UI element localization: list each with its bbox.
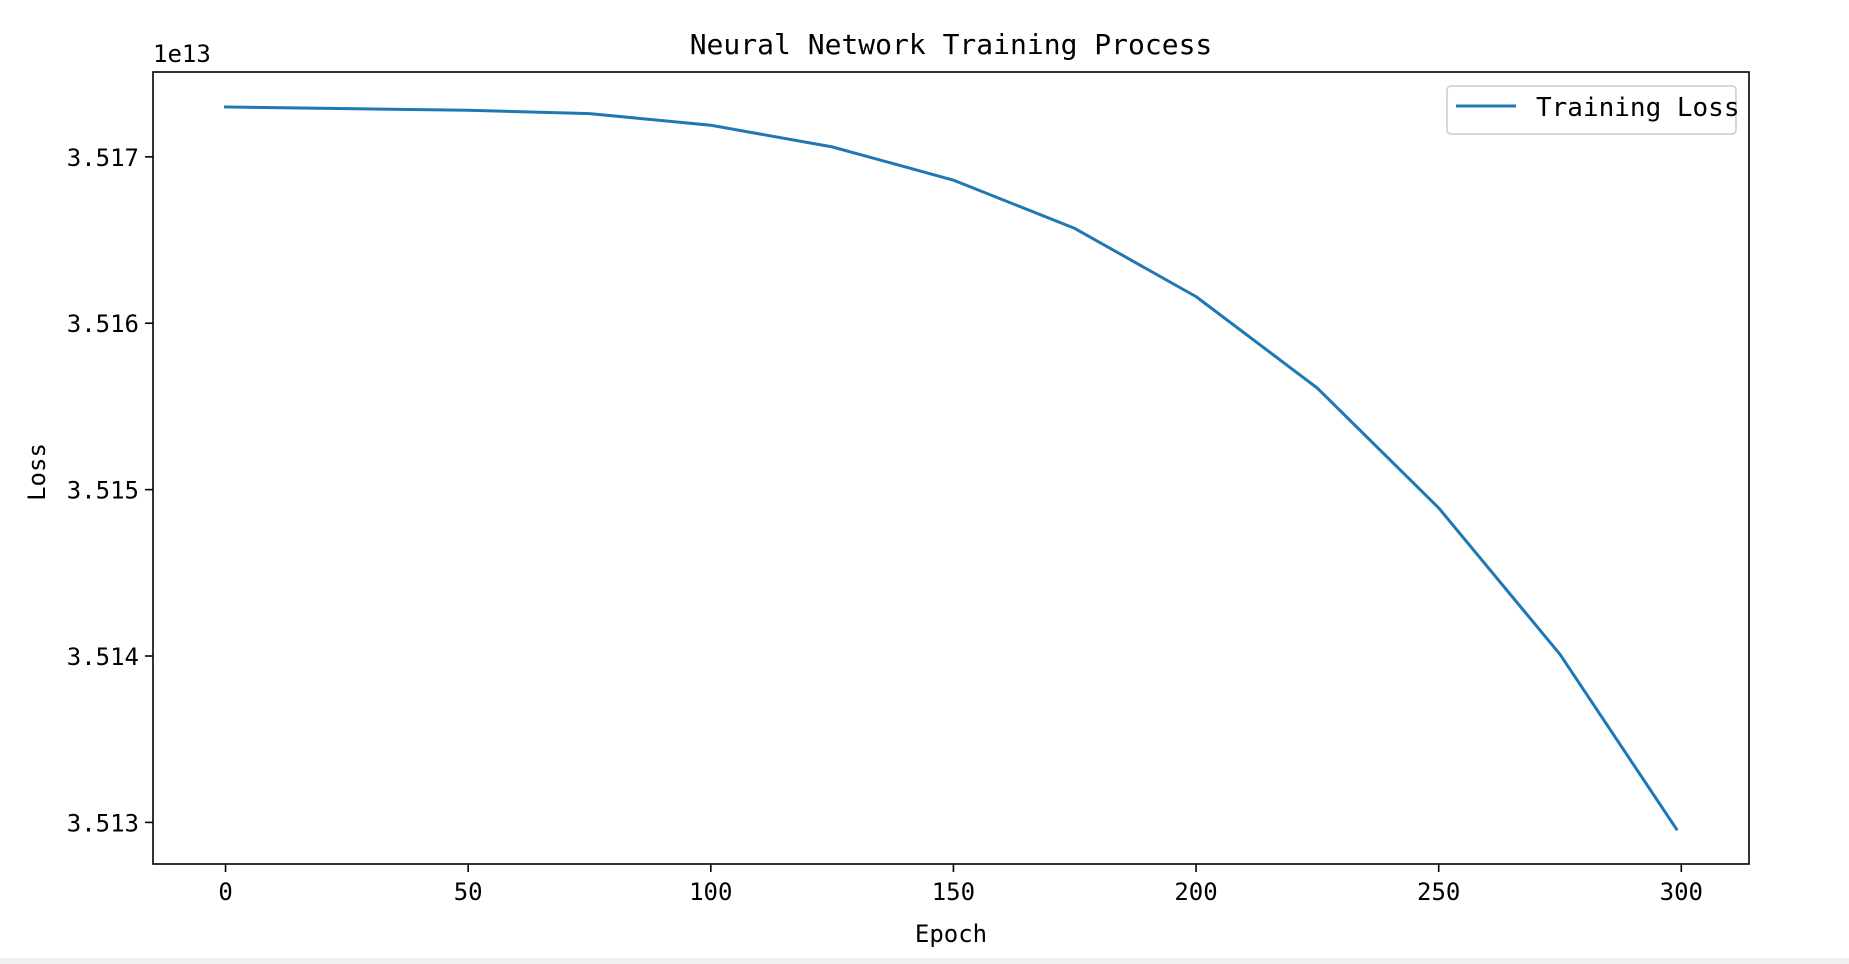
y-tick-label: 3.516 [67, 310, 139, 338]
legend: Training Loss [1446, 85, 1740, 135]
legend-label-training-loss: Training Loss [1536, 93, 1740, 123]
x-tick-label: 50 [454, 878, 483, 906]
x-tick-label: 200 [1174, 878, 1217, 906]
x-tick-label: 0 [218, 878, 232, 906]
plot-area-frame [152, 71, 1750, 865]
x-tick-label: 250 [1417, 878, 1460, 906]
x-tick-label: 100 [689, 878, 732, 906]
y-tick-label: 3.515 [67, 477, 139, 505]
y-axis-offset-label: 1e13 [153, 40, 211, 68]
y-tick-label: 3.513 [67, 809, 139, 837]
chart-title: Neural Network Training Process [690, 28, 1213, 61]
x-tick-label: 150 [932, 878, 975, 906]
y-tick-label: 3.514 [67, 643, 139, 671]
x-axis-label: Epoch [915, 920, 987, 948]
legend-box [1446, 85, 1737, 135]
series-line-training-loss [224, 105, 1679, 832]
y-tick-label: 3.517 [67, 144, 139, 172]
y-axis-label: Loss [23, 443, 51, 501]
x-axis-ticks: 0 50 100 150 200 250 300 [218, 864, 1703, 906]
y-axis-ticks: 3.513 3.514 3.515 3.516 3.517 [67, 144, 153, 837]
x-tick-label: 300 [1660, 878, 1703, 906]
bottom-strip [0, 958, 1849, 964]
series-layer [224, 105, 1679, 832]
